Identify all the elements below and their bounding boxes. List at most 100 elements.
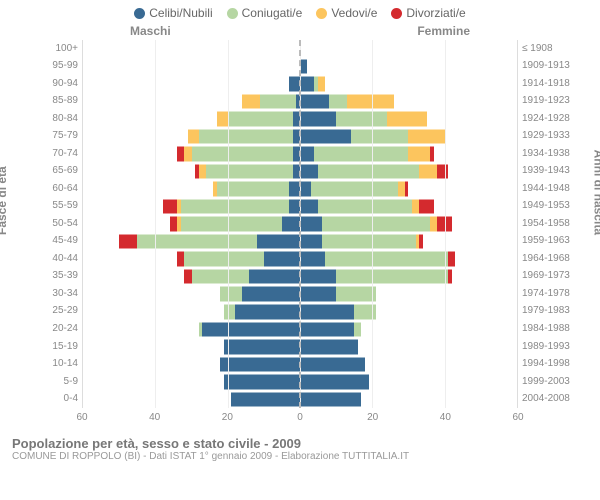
bar-segment-single — [249, 269, 300, 285]
bar-segment-married — [322, 234, 416, 250]
male-bar — [83, 129, 300, 145]
bar-segment-single — [300, 129, 351, 145]
bar-segment-widowed — [419, 164, 437, 180]
female-bar — [300, 199, 517, 215]
bar-segment-single — [282, 216, 300, 232]
bar-segment-widowed — [184, 146, 191, 162]
bar-segment-divorced — [448, 269, 452, 285]
bar-segment-single — [231, 392, 300, 408]
bar-segment-single — [300, 286, 336, 302]
male-header: Maschi — [130, 24, 171, 38]
birthyear-labels: ≤ 19081909-19131914-19181919-19231924-19… — [522, 40, 578, 408]
male-bar — [83, 392, 300, 408]
birthyear-label: 1964-1968 — [522, 254, 578, 264]
bar-segment-married — [228, 111, 293, 127]
bar-segment-single — [300, 374, 369, 390]
birthyear-label: 1924-1928 — [522, 114, 578, 124]
bar-segment-single — [300, 322, 354, 338]
male-bar — [83, 286, 300, 302]
female-bar — [300, 286, 517, 302]
bar-segment-single — [264, 251, 300, 267]
bar-segment-single — [224, 374, 300, 390]
bar-segment-single — [257, 234, 300, 250]
caption: Popolazione per età, sesso e stato civil… — [0, 430, 600, 462]
male-bar — [83, 76, 300, 92]
bar-segment-divorced — [419, 199, 433, 215]
male-bar — [83, 339, 300, 355]
age-label: 35-39 — [22, 271, 78, 281]
bar-segment-single — [224, 339, 300, 355]
birthyear-label: 1944-1948 — [522, 184, 578, 194]
bar-segment-married — [260, 94, 296, 110]
bar-segment-single — [300, 339, 358, 355]
right-axis-title: Anni di nascita — [591, 150, 600, 235]
x-tick-label: 0 — [297, 412, 303, 423]
female-bar — [300, 322, 517, 338]
bar-segment-divorced — [448, 251, 455, 267]
bar-segment-single — [300, 59, 307, 75]
bar-segment-married — [181, 216, 282, 232]
bar-segment-single — [300, 94, 329, 110]
x-tick-label: 40 — [440, 412, 451, 423]
bar-segment-widowed — [387, 111, 427, 127]
bar-segment-single — [300, 199, 318, 215]
age-label: 85-89 — [22, 96, 78, 106]
bar-segment-widowed — [412, 199, 419, 215]
bar-segment-single — [300, 251, 325, 267]
bar-segment-single — [220, 357, 300, 373]
female-bar — [300, 234, 517, 250]
female-bar — [300, 181, 517, 197]
legend-item: Divorziati/e — [391, 6, 465, 20]
legend-swatch — [391, 8, 402, 19]
legend-label: Coniugati/e — [242, 6, 303, 20]
birthyear-label: 1989-1993 — [522, 342, 578, 352]
bar-segment-married — [336, 269, 448, 285]
bar-segment-married — [318, 199, 412, 215]
male-bar — [83, 41, 300, 57]
birthyear-label: 1914-1918 — [522, 79, 578, 89]
chart-container: Celibi/Nubili Coniugati/e Vedovi/e Divorzia… — [0, 0, 600, 500]
birthyear-label: 1969-1973 — [522, 271, 578, 281]
male-bar — [83, 94, 300, 110]
female-bar — [300, 164, 517, 180]
birthyear-label: 1959-1963 — [522, 236, 578, 246]
x-axis: 6040200204060 — [82, 410, 518, 430]
bar-segment-married — [192, 269, 250, 285]
bar-segment-divorced — [170, 216, 177, 232]
female-bar — [300, 374, 517, 390]
male-bar — [83, 374, 300, 390]
legend-item: Celibi/Nubili — [134, 6, 212, 20]
female-header: Femmine — [417, 24, 470, 38]
bar-segment-single — [235, 304, 300, 320]
x-tick-label: 60 — [76, 412, 87, 423]
bar-segment-widowed — [408, 129, 444, 145]
bar-segment-married — [220, 286, 242, 302]
age-label: 75-79 — [22, 131, 78, 141]
bar-segment-divorced — [405, 181, 409, 197]
male-bar — [83, 216, 300, 232]
center-line — [299, 40, 301, 408]
bar-segment-widowed — [430, 216, 437, 232]
male-bar — [83, 251, 300, 267]
bar-segment-widowed — [188, 129, 199, 145]
bar-segment-divorced — [163, 199, 177, 215]
bar-segment-single — [300, 392, 361, 408]
bar-segment-divorced — [437, 164, 448, 180]
legend-item: Vedovi/e — [316, 6, 377, 20]
bar-segment-single — [300, 111, 336, 127]
bar-segment-single — [300, 269, 336, 285]
legend-label: Celibi/Nubili — [149, 6, 212, 20]
bar-segment-single — [300, 304, 354, 320]
bar-segment-widowed — [199, 164, 206, 180]
legend-label: Divorziati/e — [406, 6, 465, 20]
female-bar — [300, 216, 517, 232]
age-label: 20-24 — [22, 324, 78, 334]
female-bar — [300, 111, 517, 127]
bar-segment-single — [300, 234, 322, 250]
birthyear-label: ≤ 1908 — [522, 44, 578, 54]
legend-label: Vedovi/e — [331, 6, 377, 20]
age-label: 90-94 — [22, 79, 78, 89]
bar-segment-widowed — [242, 94, 260, 110]
chart-area: Fasce di età Anni di nascita 100+95-9990… — [0, 40, 600, 430]
x-tick-label: 20 — [367, 412, 378, 423]
